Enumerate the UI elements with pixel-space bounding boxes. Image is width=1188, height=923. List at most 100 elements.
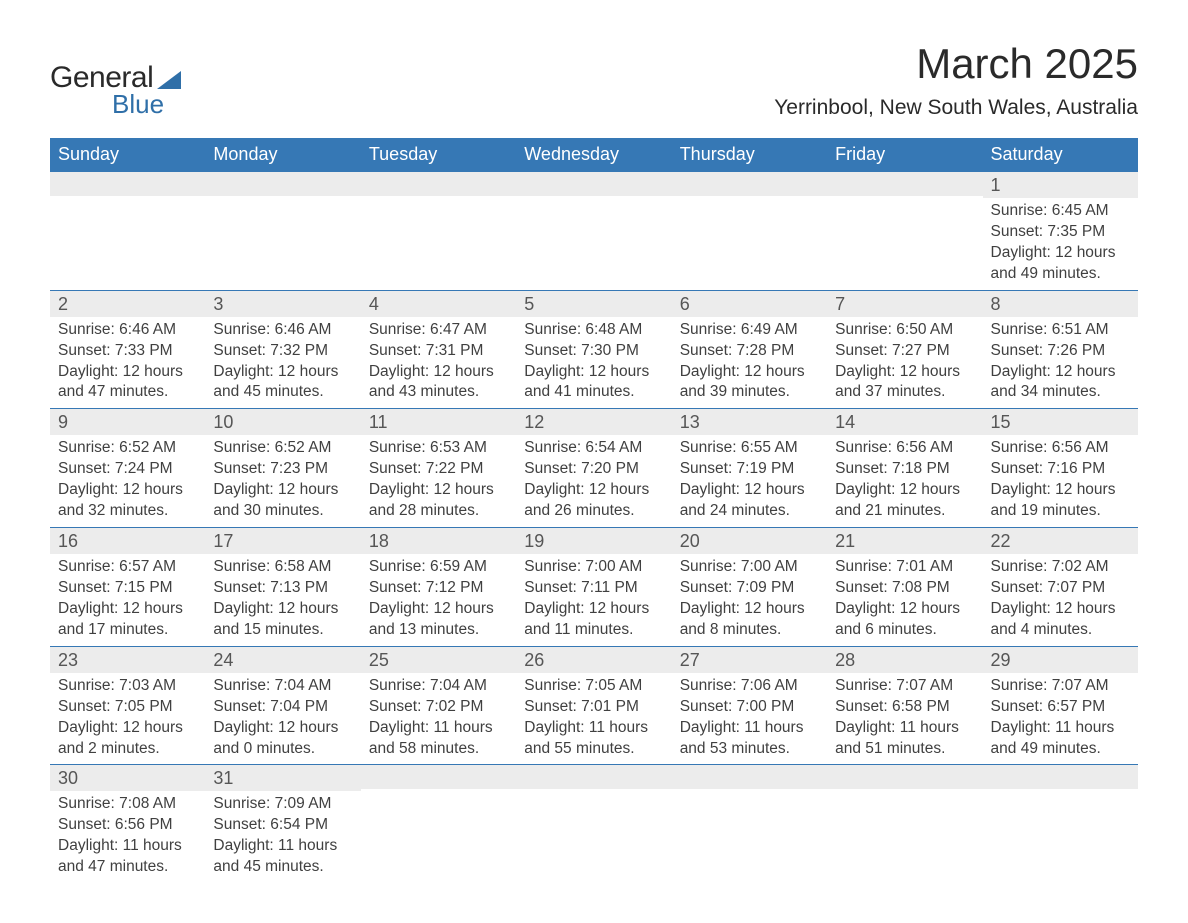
day-cell bbox=[672, 172, 827, 291]
day-content: Sunrise: 7:06 AMSunset: 7:00 PMDaylight:… bbox=[672, 673, 827, 765]
sunset-text: Sunset: 7:11 PM bbox=[524, 578, 663, 599]
daylight-text: Daylight: 11 hours and 51 minutes. bbox=[835, 718, 974, 760]
sunset-text: Sunset: 7:18 PM bbox=[835, 459, 974, 480]
day-content: Sunrise: 6:57 AMSunset: 7:15 PMDaylight:… bbox=[50, 554, 205, 646]
day-cell bbox=[827, 765, 982, 883]
sunrise-text: Sunrise: 6:50 AM bbox=[835, 320, 974, 341]
day-number: 29 bbox=[983, 647, 1138, 673]
logo-text-blue: Blue bbox=[112, 89, 164, 120]
weekday-header: Sunday bbox=[50, 138, 205, 172]
daylight-text: Daylight: 11 hours and 45 minutes. bbox=[213, 836, 352, 878]
day-cell: 12Sunrise: 6:54 AMSunset: 7:20 PMDayligh… bbox=[516, 409, 671, 528]
day-cell bbox=[50, 172, 205, 291]
day-content: Sunrise: 7:03 AMSunset: 7:05 PMDaylight:… bbox=[50, 673, 205, 765]
sunset-text: Sunset: 7:28 PM bbox=[680, 341, 819, 362]
day-cell bbox=[672, 765, 827, 883]
day-content: Sunrise: 6:52 AMSunset: 7:24 PMDaylight:… bbox=[50, 435, 205, 527]
day-number: 7 bbox=[827, 291, 982, 317]
sunset-text: Sunset: 7:19 PM bbox=[680, 459, 819, 480]
daylight-text: Daylight: 12 hours and 2 minutes. bbox=[58, 718, 197, 760]
day-cell bbox=[516, 172, 671, 291]
sunset-text: Sunset: 7:24 PM bbox=[58, 459, 197, 480]
sunrise-text: Sunrise: 6:52 AM bbox=[213, 438, 352, 459]
daylight-text: Daylight: 12 hours and 17 minutes. bbox=[58, 599, 197, 641]
sunrise-text: Sunrise: 7:05 AM bbox=[524, 676, 663, 697]
day-number: 12 bbox=[516, 409, 671, 435]
day-number: 13 bbox=[672, 409, 827, 435]
weekday-header: Wednesday bbox=[516, 138, 671, 172]
daylight-text: Daylight: 12 hours and 11 minutes. bbox=[524, 599, 663, 641]
sunrise-text: Sunrise: 6:56 AM bbox=[991, 438, 1130, 459]
sunset-text: Sunset: 7:08 PM bbox=[835, 578, 974, 599]
logo: General Blue bbox=[50, 61, 181, 120]
day-content: Sunrise: 6:45 AMSunset: 7:35 PMDaylight:… bbox=[983, 198, 1138, 290]
day-number: 21 bbox=[827, 528, 982, 554]
sunset-text: Sunset: 7:16 PM bbox=[991, 459, 1130, 480]
sunrise-text: Sunrise: 6:56 AM bbox=[835, 438, 974, 459]
sunset-text: Sunset: 7:26 PM bbox=[991, 341, 1130, 362]
sunrise-text: Sunrise: 6:53 AM bbox=[369, 438, 508, 459]
day-content: Sunrise: 6:46 AMSunset: 7:33 PMDaylight:… bbox=[50, 317, 205, 409]
day-number: 18 bbox=[361, 528, 516, 554]
sunset-text: Sunset: 6:56 PM bbox=[58, 815, 197, 836]
sunset-text: Sunset: 6:54 PM bbox=[213, 815, 352, 836]
weekday-header: Tuesday bbox=[361, 138, 516, 172]
day-number: 27 bbox=[672, 647, 827, 673]
day-cell: 22Sunrise: 7:02 AMSunset: 7:07 PMDayligh… bbox=[983, 528, 1138, 647]
day-number bbox=[361, 172, 516, 196]
sunset-text: Sunset: 7:07 PM bbox=[991, 578, 1130, 599]
day-cell: 30Sunrise: 7:08 AMSunset: 6:56 PMDayligh… bbox=[50, 765, 205, 883]
day-cell: 29Sunrise: 7:07 AMSunset: 6:57 PMDayligh… bbox=[983, 646, 1138, 765]
sunset-text: Sunset: 7:05 PM bbox=[58, 697, 197, 718]
day-cell: 10Sunrise: 6:52 AMSunset: 7:23 PMDayligh… bbox=[205, 409, 360, 528]
sunrise-text: Sunrise: 7:00 AM bbox=[524, 557, 663, 578]
daylight-text: Daylight: 11 hours and 55 minutes. bbox=[524, 718, 663, 760]
sunrise-text: Sunrise: 6:55 AM bbox=[680, 438, 819, 459]
day-content: Sunrise: 6:52 AMSunset: 7:23 PMDaylight:… bbox=[205, 435, 360, 527]
day-content: Sunrise: 7:04 AMSunset: 7:04 PMDaylight:… bbox=[205, 673, 360, 765]
sunset-text: Sunset: 7:13 PM bbox=[213, 578, 352, 599]
day-cell: 8Sunrise: 6:51 AMSunset: 7:26 PMDaylight… bbox=[983, 290, 1138, 409]
day-content: Sunrise: 7:08 AMSunset: 6:56 PMDaylight:… bbox=[50, 791, 205, 883]
sunrise-text: Sunrise: 6:46 AM bbox=[213, 320, 352, 341]
day-number bbox=[516, 765, 671, 789]
sunset-text: Sunset: 7:12 PM bbox=[369, 578, 508, 599]
sunrise-text: Sunrise: 7:01 AM bbox=[835, 557, 974, 578]
week-row: 9Sunrise: 6:52 AMSunset: 7:24 PMDaylight… bbox=[50, 409, 1138, 528]
day-cell: 13Sunrise: 6:55 AMSunset: 7:19 PMDayligh… bbox=[672, 409, 827, 528]
day-content: Sunrise: 7:01 AMSunset: 7:08 PMDaylight:… bbox=[827, 554, 982, 646]
day-cell: 5Sunrise: 6:48 AMSunset: 7:30 PMDaylight… bbox=[516, 290, 671, 409]
daylight-text: Daylight: 12 hours and 4 minutes. bbox=[991, 599, 1130, 641]
sunset-text: Sunset: 7:22 PM bbox=[369, 459, 508, 480]
sunset-text: Sunset: 7:04 PM bbox=[213, 697, 352, 718]
day-content: Sunrise: 6:59 AMSunset: 7:12 PMDaylight:… bbox=[361, 554, 516, 646]
sunset-text: Sunset: 7:09 PM bbox=[680, 578, 819, 599]
day-cell: 11Sunrise: 6:53 AMSunset: 7:22 PMDayligh… bbox=[361, 409, 516, 528]
day-cell: 17Sunrise: 6:58 AMSunset: 7:13 PMDayligh… bbox=[205, 528, 360, 647]
daylight-text: Daylight: 12 hours and 30 minutes. bbox=[213, 480, 352, 522]
day-number: 23 bbox=[50, 647, 205, 673]
day-number bbox=[827, 765, 982, 789]
day-number: 8 bbox=[983, 291, 1138, 317]
day-number: 20 bbox=[672, 528, 827, 554]
calendar-table: Sunday Monday Tuesday Wednesday Thursday… bbox=[50, 138, 1138, 883]
daylight-text: Daylight: 12 hours and 15 minutes. bbox=[213, 599, 352, 641]
weekday-header: Monday bbox=[205, 138, 360, 172]
day-number: 9 bbox=[50, 409, 205, 435]
day-number: 16 bbox=[50, 528, 205, 554]
day-cell bbox=[827, 172, 982, 291]
day-content: Sunrise: 6:53 AMSunset: 7:22 PMDaylight:… bbox=[361, 435, 516, 527]
day-number: 11 bbox=[361, 409, 516, 435]
daylight-text: Daylight: 12 hours and 32 minutes. bbox=[58, 480, 197, 522]
sunset-text: Sunset: 7:00 PM bbox=[680, 697, 819, 718]
month-title: March 2025 bbox=[774, 40, 1138, 88]
sunrise-text: Sunrise: 7:07 AM bbox=[991, 676, 1130, 697]
day-cell: 21Sunrise: 7:01 AMSunset: 7:08 PMDayligh… bbox=[827, 528, 982, 647]
sunset-text: Sunset: 7:32 PM bbox=[213, 341, 352, 362]
day-cell: 15Sunrise: 6:56 AMSunset: 7:16 PMDayligh… bbox=[983, 409, 1138, 528]
day-cell: 3Sunrise: 6:46 AMSunset: 7:32 PMDaylight… bbox=[205, 290, 360, 409]
weekday-header: Friday bbox=[827, 138, 982, 172]
day-cell bbox=[205, 172, 360, 291]
day-number bbox=[672, 172, 827, 196]
day-cell: 19Sunrise: 7:00 AMSunset: 7:11 PMDayligh… bbox=[516, 528, 671, 647]
